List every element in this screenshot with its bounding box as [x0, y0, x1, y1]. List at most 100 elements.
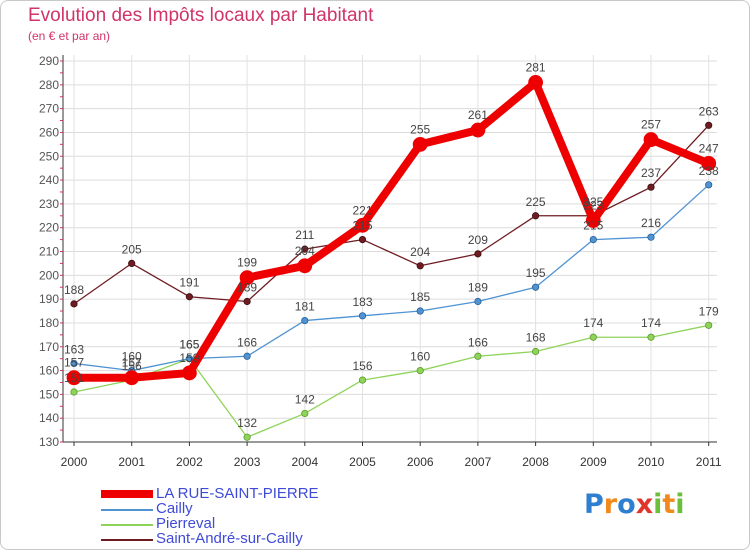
y-tick-label: 150	[39, 387, 59, 401]
data-label: 223	[583, 199, 603, 213]
data-point	[701, 155, 717, 171]
data-point	[70, 300, 78, 308]
data-point	[531, 212, 540, 220]
x-tick-label: 2006	[407, 455, 434, 469]
y-tick-label: 270	[39, 102, 59, 116]
x-tick-label: 2004	[291, 455, 318, 469]
data-label: 142	[295, 392, 315, 406]
data-point	[243, 297, 251, 306]
data-point	[470, 122, 486, 138]
logo-letter: r	[603, 489, 618, 520]
data-label: 189	[468, 281, 488, 295]
y-tick-label: 190	[39, 292, 59, 306]
data-point	[647, 333, 655, 341]
data-point	[124, 370, 140, 386]
data-point	[243, 352, 251, 360]
y-tick-label: 130	[39, 435, 59, 449]
data-point	[416, 366, 424, 375]
data-label: 151	[64, 371, 84, 385]
data-point	[185, 355, 193, 363]
data-point	[474, 297, 482, 306]
logo-letter: i	[653, 489, 663, 520]
legend-swatch	[101, 509, 153, 511]
x-tick-label: 2010	[638, 455, 665, 469]
data-point	[128, 259, 136, 268]
data-label: 204	[410, 245, 430, 259]
y-tick-label: 200	[39, 268, 59, 282]
legend-swatch	[101, 524, 153, 526]
data-label: 132	[237, 416, 257, 430]
data-point	[585, 213, 601, 228]
data-point	[416, 307, 424, 315]
x-tick-label: 2002	[176, 455, 203, 469]
data-label: 183	[352, 295, 372, 309]
data-label: 181	[295, 300, 315, 314]
data-label: 185	[410, 290, 430, 304]
data-label: 179	[699, 304, 719, 318]
data-point	[301, 316, 309, 325]
data-label: 189	[237, 281, 257, 295]
data-label: 168	[526, 331, 546, 345]
data-label: 160	[122, 350, 142, 364]
x-tick-label: 2000	[61, 455, 88, 469]
data-point	[66, 370, 82, 386]
series-cailly	[70, 181, 713, 375]
data-label: 257	[641, 118, 661, 132]
data-point	[70, 388, 78, 396]
data-label: 261	[468, 108, 488, 122]
data-point	[531, 283, 540, 291]
series-line	[73, 184, 710, 372]
data-label: 209	[468, 233, 488, 247]
logo-letter: P	[584, 489, 604, 520]
data-label: 247	[699, 141, 719, 155]
y-tick-label: 170	[39, 340, 59, 354]
data-point	[416, 262, 424, 270]
data-point	[301, 409, 309, 418]
data-point	[358, 312, 367, 320]
data-label: 160	[410, 350, 430, 364]
series-la-rue-saint-pierre	[66, 75, 717, 386]
data-label: 156	[352, 359, 372, 373]
data-label: 225	[526, 195, 546, 209]
data-label: 211	[295, 228, 314, 242]
data-point	[643, 132, 659, 147]
data-point	[358, 235, 367, 244]
data-label: 195	[526, 266, 546, 280]
data-point	[358, 376, 367, 384]
data-label: 263	[699, 104, 719, 118]
legend-label: Saint-André-sur-Cailly	[156, 530, 303, 547]
y-tick-label: 160	[39, 364, 59, 378]
data-label: 204	[295, 244, 315, 258]
legend-swatch	[101, 490, 153, 498]
y-tick-label: 280	[39, 78, 59, 92]
x-tick-label: 2011	[696, 455, 722, 469]
x-tick-label: 2007	[465, 455, 492, 469]
chart-subtitle: (en € et par an)	[28, 29, 111, 43]
legend-label: Pierreval	[156, 515, 216, 532]
logo-letter: o	[617, 489, 636, 520]
data-point	[297, 258, 313, 274]
data-label: 221	[352, 203, 372, 217]
data-point	[355, 217, 370, 233]
logo-letter: x	[635, 489, 654, 520]
plot-area	[63, 55, 717, 442]
y-tick-label: 210	[39, 245, 59, 259]
data-point	[474, 250, 482, 258]
data-point	[181, 365, 197, 381]
data-point	[647, 233, 655, 241]
x-tick-label: 2009	[580, 455, 607, 469]
data-label: 188	[64, 283, 84, 297]
data-point	[243, 433, 251, 441]
y-tick-label: 290	[39, 54, 59, 68]
data-point	[185, 293, 193, 301]
data-point	[647, 183, 655, 191]
data-label: 165	[179, 338, 199, 352]
data-point	[705, 121, 713, 129]
data-label: 157	[64, 356, 84, 370]
data-point	[705, 321, 713, 329]
data-label: 237	[641, 166, 661, 180]
x-tick-label: 2003	[234, 455, 261, 469]
data-label: 238	[699, 164, 719, 178]
data-label: 281	[526, 60, 546, 74]
